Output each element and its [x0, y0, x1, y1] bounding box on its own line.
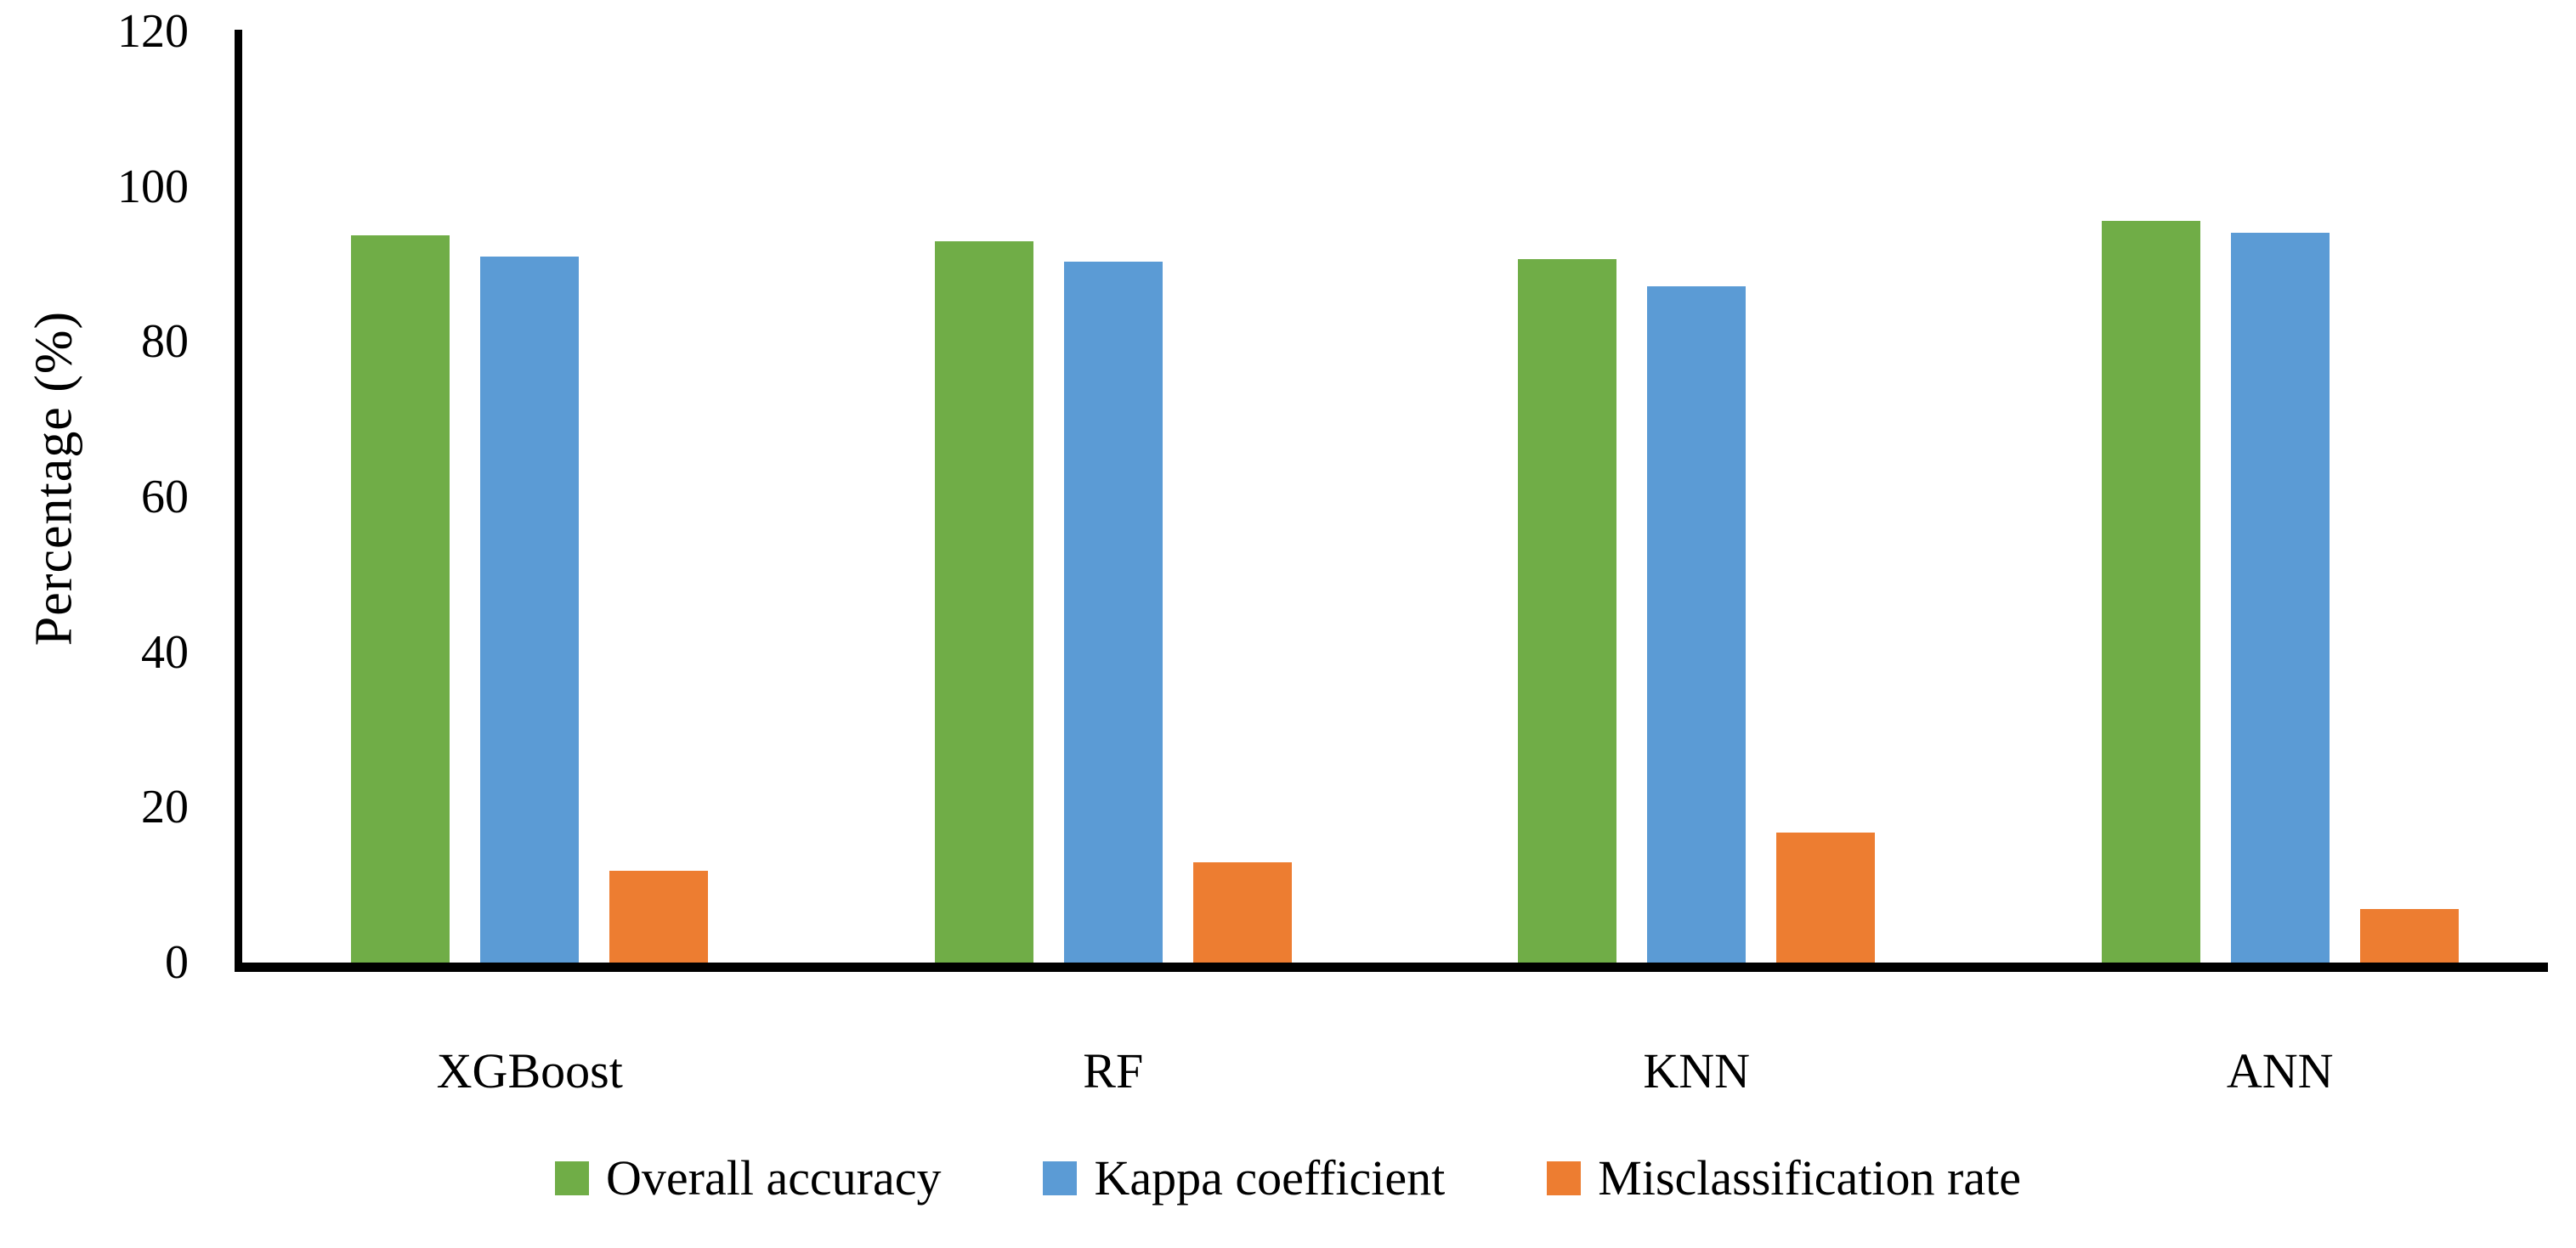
bar-group-xgboost — [238, 31, 822, 963]
legend-item-misclassification-rate: Misclassification rate — [1547, 1154, 2021, 1203]
x-axis-line — [235, 963, 2548, 972]
y-tick-label-120: 120 — [117, 5, 189, 58]
x-label-rf: RF — [1083, 1043, 1144, 1098]
legend-swatch-icon — [1547, 1161, 1582, 1195]
legend-swatch-icon — [1043, 1161, 1078, 1195]
bar-knn-misclassification-rate — [1776, 832, 1876, 963]
legend-item-kappa-coefficient: Kappa coefficient — [1043, 1154, 1445, 1203]
y-axis-tick-labels: 0 20 40 60 80 100 120 — [0, 0, 189, 1248]
x-label-xgboost: XGBoost — [436, 1043, 623, 1098]
bar-knn-overall-accuracy — [1518, 258, 1617, 963]
legend-label: Misclassification rate — [1598, 1150, 2021, 1206]
y-tick-label-40: 40 — [141, 625, 189, 679]
plot-area — [238, 31, 2572, 963]
bar-ann-overall-accuracy — [2101, 220, 2200, 963]
x-label-ann: ANN — [2226, 1043, 2334, 1098]
bar-group-knn — [1405, 31, 1989, 963]
legend-label: Overall accuracy — [606, 1150, 942, 1206]
legend: Overall accuracy Kappa coefficient Misclas… — [0, 1154, 2576, 1203]
bar-rf-kappa-coefficient — [1063, 262, 1163, 963]
y-axis-line — [235, 30, 242, 972]
y-tick-label-60: 60 — [141, 471, 189, 523]
bar-xgboost-overall-accuracy — [351, 235, 450, 963]
bar-knn-kappa-coefficient — [1647, 285, 1747, 963]
y-tick-label-0: 0 — [165, 936, 189, 989]
y-tick-label-20: 20 — [141, 781, 189, 834]
bar-group-ann — [1989, 31, 2573, 963]
bar-rf-overall-accuracy — [934, 240, 1033, 963]
bar-ann-misclassification-rate — [2359, 908, 2459, 963]
bar-rf-misclassification-rate — [1192, 862, 1292, 963]
y-tick-label-100: 100 — [117, 160, 189, 213]
x-label-knn: KNN — [1643, 1043, 1751, 1098]
bar-xgboost-kappa-coefficient — [480, 256, 580, 963]
x-axis-category-labels: XGBoost RF KNN ANN — [238, 1047, 2572, 1096]
legend-label: Kappa coefficient — [1094, 1150, 1446, 1206]
legend-swatch-icon — [555, 1161, 590, 1195]
bar-xgboost-misclassification-rate — [609, 871, 709, 963]
bar-group-rf — [822, 31, 1406, 963]
legend-item-overall-accuracy: Overall accuracy — [555, 1154, 941, 1203]
bar-ann-kappa-coefficient — [2230, 233, 2330, 963]
y-tick-label-80: 80 — [141, 315, 189, 369]
